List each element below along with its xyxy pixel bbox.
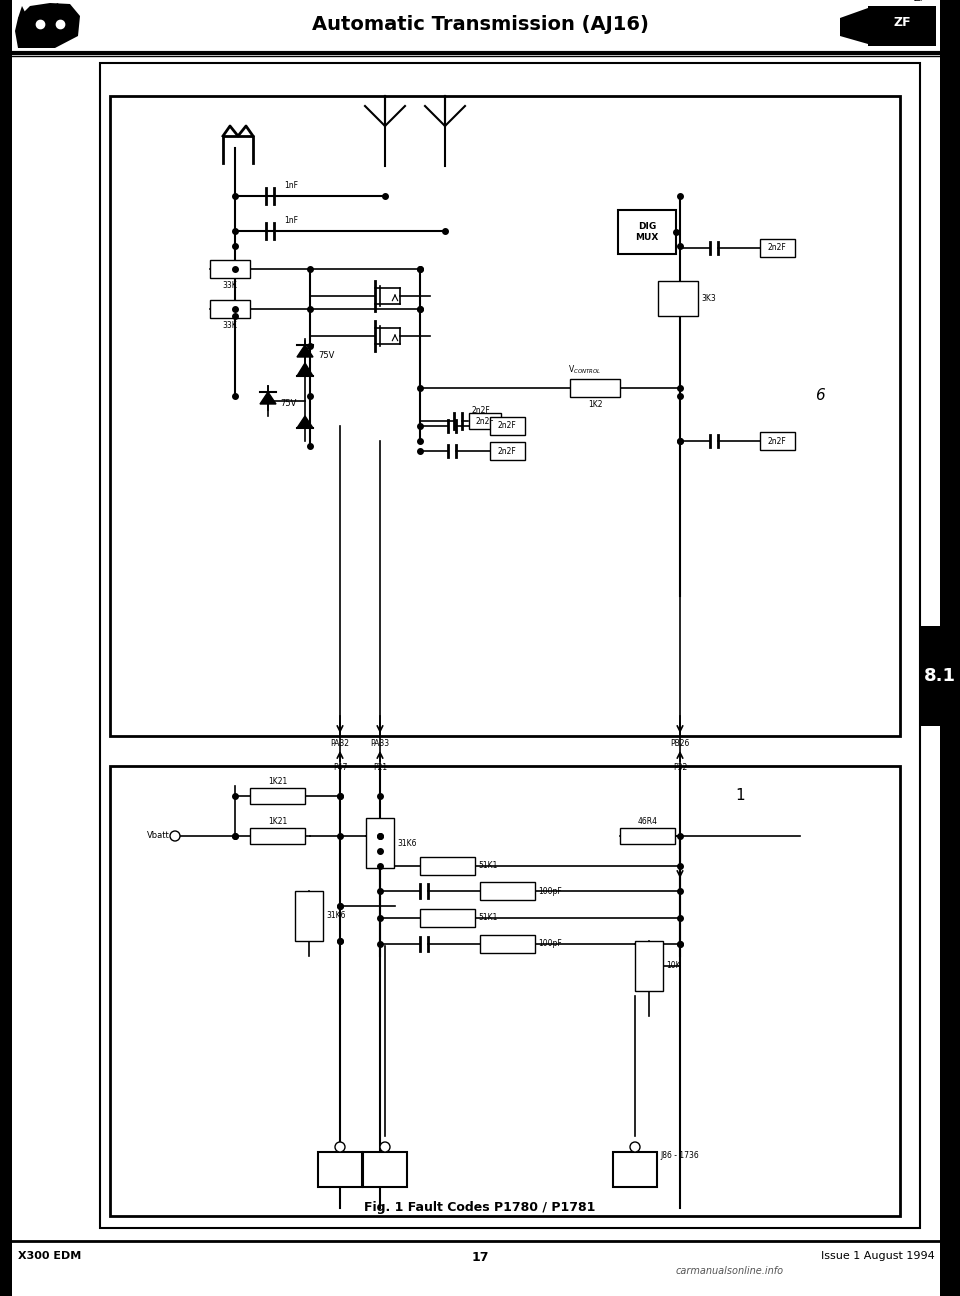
Polygon shape	[52, 3, 62, 13]
Text: 100pF: 100pF	[538, 940, 562, 949]
Bar	[420, 908, 475, 927]
Bar	[920, 626, 960, 726]
Bar	[110, 96, 900, 736]
Polygon shape	[840, 8, 868, 44]
Bar	[940, 0, 960, 1296]
Bar	[110, 766, 900, 1216]
Text: PA33: PA33	[371, 739, 390, 748]
Bar	[0, 0, 12, 1296]
Text: X300 EDM: X300 EDM	[18, 1251, 82, 1261]
Bar	[480, 934, 535, 953]
Text: 1nF: 1nF	[284, 181, 298, 191]
Bar	[366, 818, 394, 868]
Bar	[295, 892, 323, 941]
Text: DIG
MUX: DIG MUX	[636, 223, 659, 241]
Text: 2n2F: 2n2F	[768, 437, 786, 446]
Text: J86 - 1736: J86 - 1736	[660, 1152, 699, 1160]
Circle shape	[335, 1142, 345, 1152]
Text: P32: P32	[673, 763, 687, 772]
Circle shape	[380, 1142, 390, 1152]
Bar	[570, 378, 620, 397]
Text: 75V: 75V	[280, 398, 297, 407]
Bar	[210, 299, 250, 318]
Bar	[469, 413, 501, 429]
Text: 46R4: 46R4	[637, 816, 658, 826]
Text: ZF: ZF	[914, 0, 926, 3]
Text: 33K: 33K	[223, 321, 237, 330]
Polygon shape	[18, 6, 28, 18]
Bar	[618, 210, 676, 254]
Text: Issue 1 August 1994: Issue 1 August 1994	[821, 1251, 935, 1261]
Text: 51K1: 51K1	[478, 914, 497, 923]
Text: 10K: 10K	[666, 962, 681, 971]
Bar	[318, 1152, 362, 1187]
Text: 1nF: 1nF	[284, 216, 298, 226]
Text: Automatic Transmission (AJ16): Automatic Transmission (AJ16)	[312, 14, 648, 34]
Text: 2n2F: 2n2F	[497, 447, 516, 455]
Text: 1K2: 1K2	[588, 400, 602, 410]
Text: 75V: 75V	[318, 351, 334, 360]
Circle shape	[630, 1142, 640, 1152]
Bar	[613, 1152, 657, 1187]
Bar	[658, 281, 698, 316]
Bar	[250, 788, 305, 804]
Bar	[635, 941, 663, 991]
Text: ZF: ZF	[893, 17, 911, 30]
Polygon shape	[260, 391, 276, 404]
Text: PA32: PA32	[330, 739, 349, 748]
Text: 2n2F: 2n2F	[497, 421, 516, 430]
Text: 8.1: 8.1	[924, 667, 956, 686]
Text: 100pF: 100pF	[538, 886, 562, 896]
Bar	[15, 3, 80, 48]
Bar	[760, 432, 795, 450]
Bar	[490, 442, 525, 460]
Text: Fig. 1 Fault Codes P1780 / P1781: Fig. 1 Fault Codes P1780 / P1781	[364, 1201, 596, 1214]
Polygon shape	[297, 416, 313, 428]
Text: 31K6: 31K6	[326, 911, 346, 920]
Bar	[620, 828, 675, 844]
Text: 31K6: 31K6	[397, 839, 417, 848]
Bar	[420, 857, 475, 875]
Polygon shape	[297, 345, 313, 356]
Text: 51K1: 51K1	[478, 862, 497, 871]
Text: P47: P47	[333, 763, 348, 772]
Text: 1K21: 1K21	[268, 778, 287, 785]
Bar	[760, 238, 795, 257]
Text: 3K3: 3K3	[701, 294, 716, 303]
Bar	[100, 64, 920, 1229]
Polygon shape	[297, 363, 313, 376]
Bar	[868, 6, 936, 45]
Text: 2n2F: 2n2F	[475, 416, 494, 425]
Text: 6: 6	[815, 389, 825, 403]
Text: 2n2F: 2n2F	[768, 244, 786, 253]
Text: 17: 17	[471, 1251, 489, 1264]
Bar	[210, 260, 250, 279]
Bar	[250, 828, 305, 844]
Text: 33K: 33K	[223, 281, 237, 290]
Text: P21: P21	[372, 763, 387, 772]
Text: 2n2F: 2n2F	[471, 406, 490, 415]
Bar	[363, 1152, 407, 1187]
Text: PB26: PB26	[670, 739, 689, 748]
Text: 1K21: 1K21	[268, 816, 287, 826]
Circle shape	[170, 831, 180, 841]
Bar	[490, 417, 525, 435]
Text: 1: 1	[735, 788, 745, 804]
Text: V$_{CONTROL}$: V$_{CONTROL}$	[568, 363, 601, 376]
Text: Vbatt: Vbatt	[147, 832, 170, 841]
Polygon shape	[15, 3, 80, 48]
Bar	[480, 883, 535, 899]
Text: carmanualsonline.info: carmanualsonline.info	[676, 1266, 784, 1277]
